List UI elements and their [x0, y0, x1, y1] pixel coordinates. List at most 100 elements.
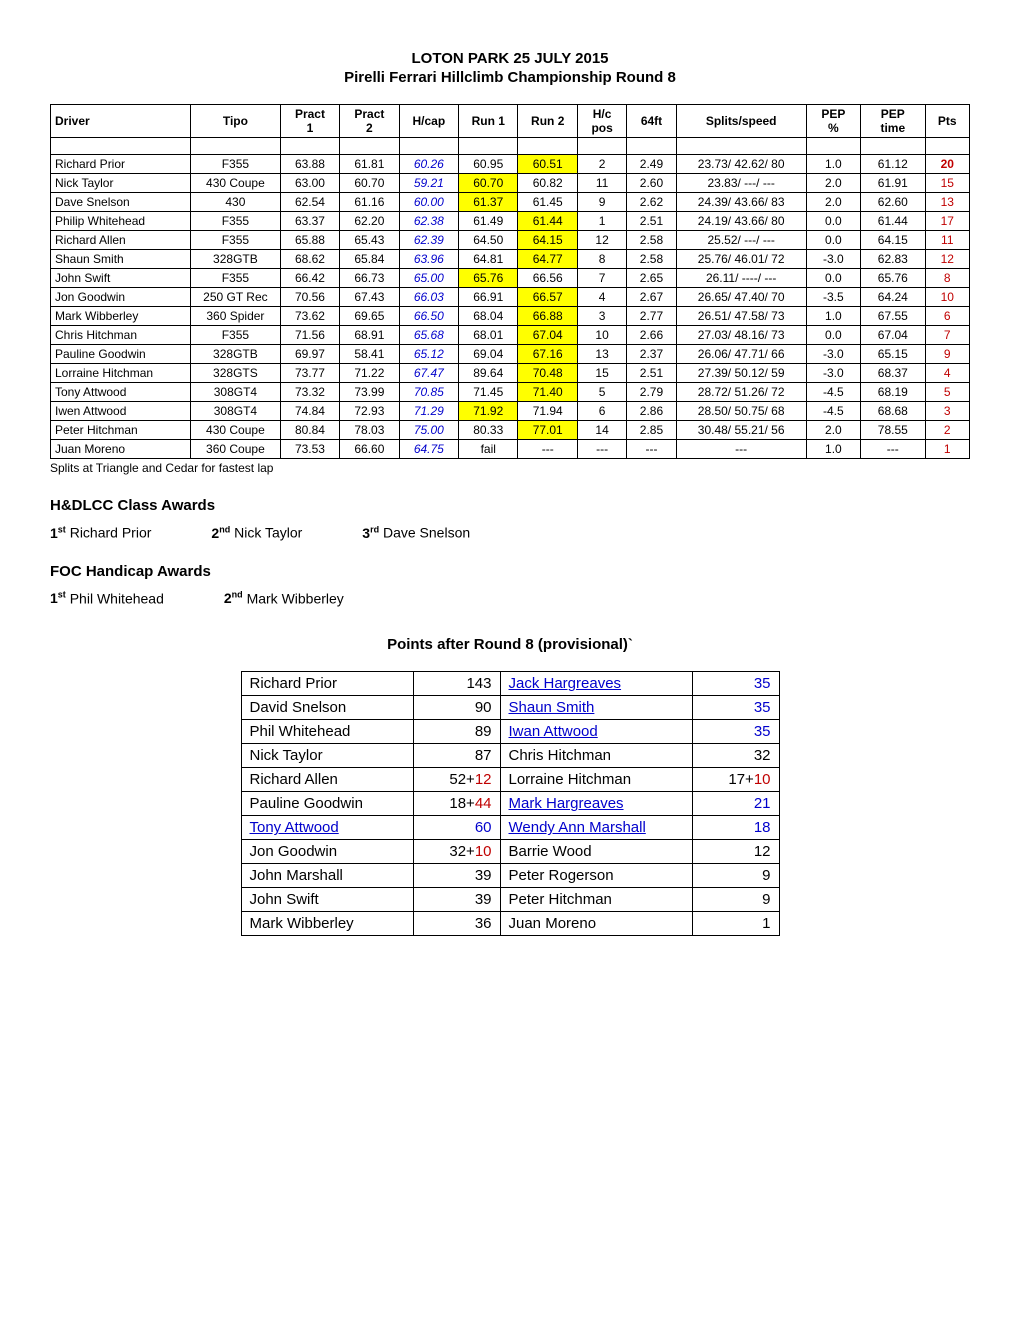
cell: 26.65/ 47.40/ 70 [676, 288, 806, 307]
cell: 63.88 [280, 155, 339, 174]
points-row: Jon Goodwin32+10Barrie Wood12 [241, 840, 779, 864]
cell: 60.00 [399, 193, 458, 212]
cell: 60.26 [399, 155, 458, 174]
cell: 0.0 [806, 231, 860, 250]
points-name: Jack Hargreaves [500, 672, 692, 696]
points-value: 32+10 [413, 840, 500, 864]
points-name: Pauline Goodwin [241, 792, 413, 816]
cell: 68.37 [861, 364, 925, 383]
cell: 71.40 [518, 383, 577, 402]
col-header: Run 1 [459, 105, 518, 138]
points-name: John Swift [241, 888, 413, 912]
points-row: John Swift39Peter Hitchman9 [241, 888, 779, 912]
cell: 60.70 [340, 174, 399, 193]
table-row: Juan Moreno360 Coupe73.5366.6064.75fail-… [51, 440, 970, 459]
cell: 328GTB [191, 250, 281, 269]
points-value: 36 [413, 912, 500, 936]
points-name: Mark Wibberley [241, 912, 413, 936]
cell: 62.83 [861, 250, 925, 269]
cell: 360 Spider [191, 307, 281, 326]
cell: 63.37 [280, 212, 339, 231]
cell: 250 GT Rec [191, 288, 281, 307]
cell: 66.60 [340, 440, 399, 459]
cell: 71.92 [459, 402, 518, 421]
cell: Lorraine Hitchman [51, 364, 191, 383]
col-header: Run 2 [518, 105, 577, 138]
cell: 1.0 [806, 307, 860, 326]
cell: 65.76 [861, 269, 925, 288]
points-value: 87 [413, 744, 500, 768]
cell: 28.50/ 50.75/ 68 [676, 402, 806, 421]
cell: 69.04 [459, 345, 518, 364]
cell: 3 [925, 402, 969, 421]
cell: Shaun Smith [51, 250, 191, 269]
cell: 8 [577, 250, 626, 269]
cell: 430 Coupe [191, 174, 281, 193]
cell: 17 [925, 212, 969, 231]
cell: 0.0 [806, 269, 860, 288]
award-slot: 3rd Dave Snelson [362, 524, 470, 541]
points-name: Peter Rogerson [500, 864, 692, 888]
cell: 2 [925, 421, 969, 440]
points-row: Richard Prior143Jack Hargreaves35 [241, 672, 779, 696]
cell: 64.15 [518, 231, 577, 250]
cell: 1.0 [806, 440, 860, 459]
cell: 62.20 [340, 212, 399, 231]
cell: 64.50 [459, 231, 518, 250]
cell: 73.53 [280, 440, 339, 459]
cell: 430 Coupe [191, 421, 281, 440]
points-name: Jon Goodwin [241, 840, 413, 864]
cell: 66.57 [518, 288, 577, 307]
cell: 15 [577, 364, 626, 383]
cell: 61.49 [459, 212, 518, 231]
cell: 64.15 [861, 231, 925, 250]
cell: 61.16 [340, 193, 399, 212]
cell: 25.52/ ---/ --- [676, 231, 806, 250]
cell: 65.15 [861, 345, 925, 364]
award-slot: 1st Phil Whitehead [50, 590, 164, 607]
cell: 80.84 [280, 421, 339, 440]
cell: 11 [577, 174, 626, 193]
cell: 64.75 [399, 440, 458, 459]
cell: 65.00 [399, 269, 458, 288]
points-value: 1 [692, 912, 779, 936]
cell: 61.45 [518, 193, 577, 212]
cell: 67.16 [518, 345, 577, 364]
cell: --- [577, 440, 626, 459]
cell: 66.50 [399, 307, 458, 326]
points-name: Richard Allen [241, 768, 413, 792]
points-row: David Snelson90Shaun Smith35 [241, 696, 779, 720]
cell: 65.68 [399, 326, 458, 345]
page-title: LOTON PARK 25 JULY 2015 [50, 50, 970, 67]
table-row: Dave Snelson43062.5461.1660.0061.3761.45… [51, 193, 970, 212]
points-table: Richard Prior143Jack Hargreaves35David S… [241, 671, 780, 936]
cell: 59.21 [399, 174, 458, 193]
cell: 67.47 [399, 364, 458, 383]
cell: 2.37 [627, 345, 676, 364]
cell: F355 [191, 212, 281, 231]
col-header: H/cpos [577, 105, 626, 138]
cell: 328GTB [191, 345, 281, 364]
table-row: John SwiftF35566.4266.7365.0065.7666.567… [51, 269, 970, 288]
footnote: Splits at Triangle and Cedar for fastest… [50, 461, 970, 475]
cell: 360 Coupe [191, 440, 281, 459]
table-row: Peter Hitchman430 Coupe80.8478.0375.0080… [51, 421, 970, 440]
cell: 68.91 [340, 326, 399, 345]
cell: 65.76 [459, 269, 518, 288]
cell: 71.56 [280, 326, 339, 345]
col-header: Pract1 [280, 105, 339, 138]
cell: Pauline Goodwin [51, 345, 191, 364]
cell: 61.91 [861, 174, 925, 193]
table-row: Shaun Smith328GTB68.6265.8463.9664.8164.… [51, 250, 970, 269]
cell: 10 [577, 326, 626, 345]
points-value: 18+44 [413, 792, 500, 816]
cell: 61.44 [518, 212, 577, 231]
cell: F355 [191, 269, 281, 288]
cell: 78.03 [340, 421, 399, 440]
cell: --- [676, 440, 806, 459]
cell: 20 [925, 155, 969, 174]
cell: 0.0 [806, 326, 860, 345]
cell: Dave Snelson [51, 193, 191, 212]
cell: Chris Hitchman [51, 326, 191, 345]
cell: F355 [191, 155, 281, 174]
